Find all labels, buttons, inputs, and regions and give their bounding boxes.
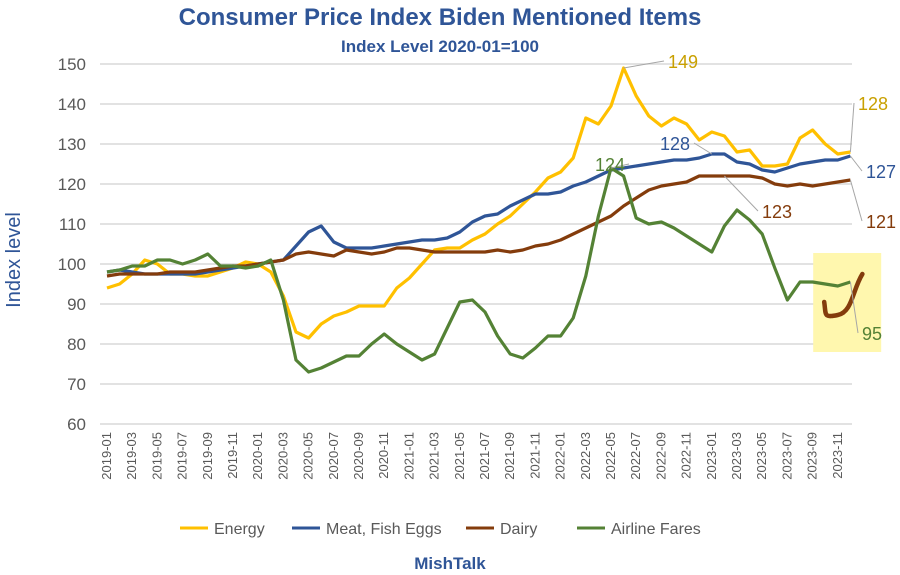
x-tick-label: 2023-07 (779, 432, 794, 480)
y-tick-label: 120 (58, 175, 86, 194)
leader-line (693, 142, 713, 155)
y-tick-label: 150 (58, 55, 86, 74)
x-tick-label: 2020-03 (275, 432, 290, 480)
y-tick-label: 70 (67, 375, 86, 394)
chart-subtitle: Index Level 2020-01=100 (341, 37, 539, 56)
legend-label: Dairy (500, 521, 537, 538)
data-label: 121 (866, 212, 896, 232)
x-tick-label: 2019-09 (200, 432, 215, 480)
y-tick-label: 90 (67, 295, 86, 314)
data-label: 95 (862, 324, 882, 344)
x-tick-label: 2020-01 (250, 432, 265, 480)
leader-line (849, 281, 859, 334)
x-tick-label: 2020-07 (326, 432, 341, 480)
series-line-airline-fares (106, 166, 851, 374)
data-label: 127 (866, 162, 896, 182)
legend-label: Energy (214, 521, 265, 538)
x-tick-label: 2019-07 (175, 432, 190, 480)
series-line-meat-fish-eggs (106, 152, 851, 276)
x-tick-label: 2022-09 (653, 432, 668, 480)
x-tick-label: 2020-11 (376, 432, 391, 479)
x-tick-label: 2023-11 (830, 432, 845, 479)
checkmark-icon (821, 271, 865, 319)
x-tick-label: 2022-11 (679, 432, 694, 479)
data-label: 128 (660, 134, 690, 154)
y-tick-label: 140 (58, 95, 86, 114)
leader-line (849, 179, 863, 222)
x-tick-label: 2023-09 (805, 432, 820, 480)
y-tick-label: 60 (67, 415, 86, 434)
leader-line (724, 175, 759, 212)
y-tick-label: 100 (58, 255, 86, 274)
leader-line (850, 155, 863, 172)
x-tick-label: 2020-05 (301, 432, 316, 480)
x-tick-label: 2021-05 (452, 432, 467, 480)
legend-label: Meat, Fish Eggs (326, 521, 442, 538)
x-tick-label: 2021-09 (502, 432, 517, 480)
x-tick-label: 2023-05 (754, 432, 769, 480)
data-label: 124 (595, 155, 625, 175)
x-tick-label: 2022-07 (628, 432, 643, 480)
x-tick-label: 2019-05 (149, 432, 164, 480)
data-label: 128 (858, 94, 888, 114)
chart-title: Consumer Price Index Biden Mentioned Ite… (179, 4, 702, 31)
y-tick-label: 110 (59, 215, 86, 234)
x-tick-label: 2019-01 (99, 432, 114, 480)
y-tick-label: 130 (58, 135, 86, 154)
x-tick-label: 2021-01 (401, 432, 416, 480)
x-tick-label: 2023-03 (729, 432, 744, 480)
leader-line (849, 102, 855, 153)
leader-line (623, 60, 665, 69)
x-tick-label: 2022-03 (578, 432, 593, 480)
x-tick-label: 2020-09 (351, 432, 366, 480)
x-tick-label: 2022-01 (553, 432, 568, 480)
x-tick-label: 2021-03 (427, 432, 442, 480)
data-label: 123 (762, 202, 792, 222)
x-tick-label: 2019-11 (225, 432, 240, 479)
leader-line (610, 163, 630, 169)
x-tick-label: 2019-03 (124, 432, 139, 480)
y-axis-label: Index level (3, 212, 25, 308)
data-label: 149 (668, 52, 698, 72)
x-tick-label: 2022-05 (603, 432, 618, 480)
x-tick-label: 2021-07 (477, 432, 492, 480)
x-tick-label: 2023-01 (704, 432, 719, 480)
legend-label: Airline Fares (611, 521, 701, 538)
series-line-energy (106, 66, 851, 340)
footer-label: MishTalk (414, 554, 486, 573)
y-tick-label: 80 (67, 335, 86, 354)
x-tick-label: 2021-11 (527, 432, 542, 479)
